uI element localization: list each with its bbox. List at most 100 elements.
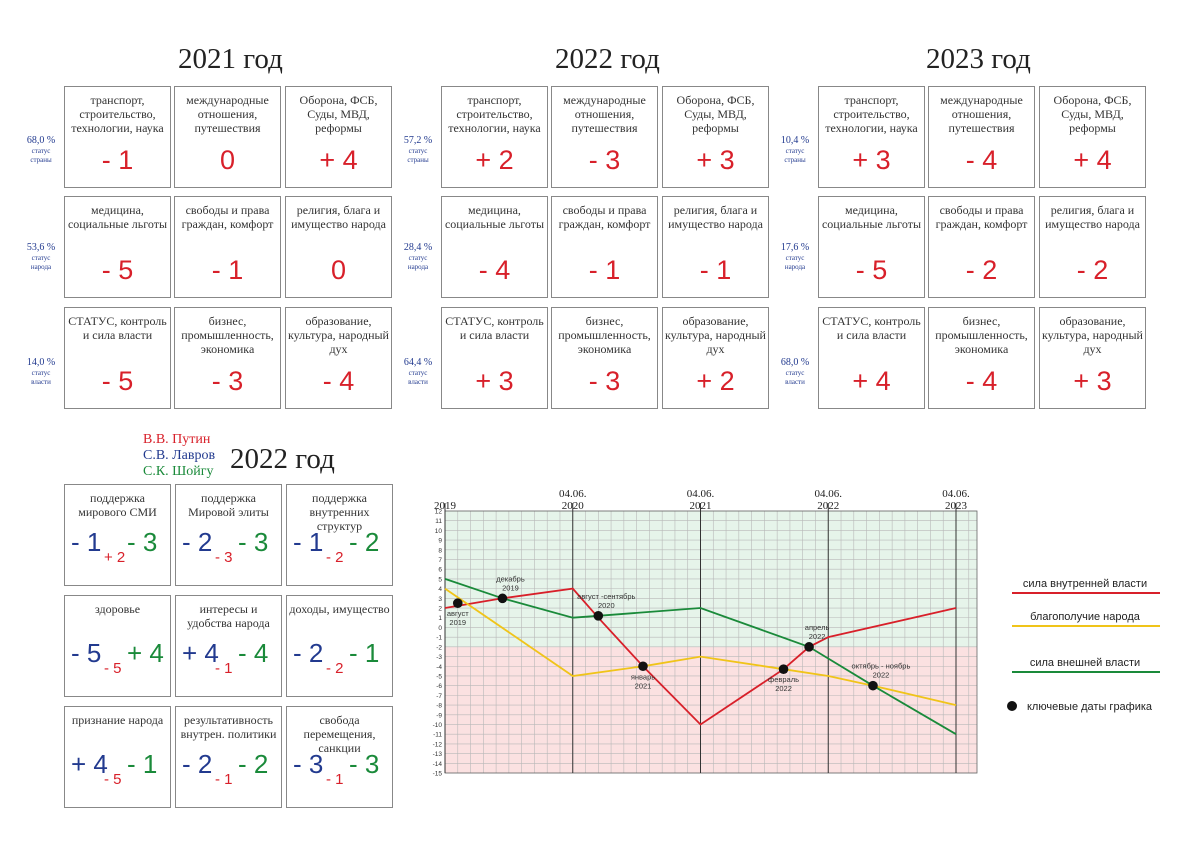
person-rating-cell: поддержка мирового СМИ - 1 + 2- 3 [64,484,171,586]
category-label: образование, культура, народный дух [1042,314,1143,356]
person-rating-v1: - 2 [182,749,213,779]
y-tick-label: -3 [436,654,442,661]
person-rating-cell: признание народа + 4- 5 - 1 [64,706,171,808]
year-title-2021: 2021 год [178,43,283,75]
category-label: свободы и права граждан, комфорт [181,203,274,231]
chart-bg-negative [445,646,977,773]
category-cell: медицина, социальные льготы - 5 [818,196,925,298]
year-title-2022: 2022 год [555,43,660,75]
y-tick-label: -6 [436,683,442,690]
category-value: + 3 [696,145,735,175]
key-date-marker [593,611,604,621]
category-value: - 2 [965,255,998,285]
y-tick-label: -11 [433,732,442,739]
x-axis-label: 2019 [434,500,457,512]
person-rating-values: - 2- 3- 3 [178,525,281,575]
person-rating-values: - 1- 2- 2 [289,525,392,575]
person-rating-cell: доходы, имущество - 2- 2 - 1 [286,595,393,697]
category-cell: Оборона, ФСБ, Суды, МВД, реформы + 4 [285,86,392,188]
person-rating-cell: поддержка внутренних структур - 1- 2- 2 [286,484,393,586]
category-cell: медицина, социальные льготы - 5 [64,196,171,298]
key-date-marker [804,642,814,652]
category-value: - 4 [965,366,998,396]
category-value: - 1 [211,255,244,285]
y-tick-label: 12 [435,509,443,516]
person-rating-values: - 2- 2 - 1 [289,636,392,686]
persons-year-title: 2022 год [230,443,335,475]
category-label: Оборона, ФСБ, Суды, МВД, реформы [676,93,755,135]
person-rating-label: свобода перемещения, санкции [303,713,376,755]
status-percent-value: 14,0 % [26,357,56,368]
series-line [444,587,957,706]
person-rating-label: интересы и удобства народа [187,602,270,630]
y-tick-label: 0 [438,625,442,632]
year-title-2023: 2023 год [926,43,1031,75]
status-percent: 28,4 % статус народа [398,242,438,272]
category-value: - 4 [478,255,511,285]
person-rating-v1: - 5 [71,638,102,668]
category-cell: образование, культура, народный дух + 3 [1039,307,1146,409]
key-date-marker [497,593,508,604]
key-date-label: 2022 [809,632,826,641]
category-value: - 2 [1076,255,1109,285]
category-value: + 2 [475,145,514,175]
category-label: образование, культура, народный дух [288,314,389,356]
category-cell: образование, культура, народный дух + 2 [662,307,769,409]
y-tick-label: 11 [435,518,442,525]
person-rating-cell: свобода перемещения, санкции - 3- 1- 3 [286,706,393,808]
status-percent: 57,2 % статус страны [398,135,438,165]
category-cell: религия, блага и имущество народа - 2 [1039,196,1146,298]
person-rating-v1: - 1 [71,527,102,557]
person-rating-v3: + 4 [127,638,164,668]
person-rating-v3: - 1 [349,638,380,668]
category-cell: международные отношения, путешествия 0 [174,86,281,188]
status-label-line1: статус [31,369,51,377]
status-percent-value: 68,0 % [26,135,56,146]
category-cell: СТАТУС, контроль и сила власти + 4 [818,307,925,409]
category-cell: СТАТУС, контроль и сила власти + 3 [441,307,548,409]
category-label: бизнес, промышленность, экономика [181,314,274,356]
person-rating-label: результативность внутрен. политики [180,713,277,741]
status-label-line1: статус [31,147,51,155]
person-rating-label: признание народа [71,713,164,727]
category-label: СТАТУС, контроль и сила власти [68,314,167,342]
status-percent-value: 17,6 % [780,242,810,253]
category-cell: транспорт, строительство, технологии, на… [64,86,171,188]
status-percent: 17,6 % статус народа [775,242,815,272]
status-label-line2: народа [784,263,806,271]
category-label: международные отношения, путешествия [186,93,269,135]
category-label: медицина, социальные льготы [821,203,922,231]
category-label: медицина, социальные льготы [67,203,168,231]
category-label: образование, культура, народный дух [665,314,766,356]
person-name-lavrov: С.В. Лавров [143,448,216,463]
y-tick-label: 4 [438,586,442,593]
category-label: Оборона, ФСБ, Суды, МВД, реформы [1053,93,1132,135]
status-label-line1: статус [785,369,805,377]
category-label: транспорт, строительство, технологии, на… [825,93,918,135]
category-label: медицина, социальные льготы [444,203,545,231]
person-rating-label: поддержка мирового СМИ [78,491,157,519]
category-value: + 4 [319,145,358,175]
y-tick-label: -1 [436,635,442,642]
person-rating-v2: - 3 [215,549,233,566]
person-rating-v3: - 3 [349,749,380,779]
y-tick-label: -8 [436,703,442,710]
category-value: - 5 [855,255,888,285]
legend-key-date-label: ключевые даты графика [1027,701,1153,713]
y-tick-label: 8 [438,547,442,554]
person-rating-v1: + 4 [71,749,108,779]
status-percent: 64,4 % статус власти [398,357,438,387]
status-label-line2: власти [408,378,428,386]
category-cell: бизнес, промышленность, экономика - 3 [174,307,281,409]
status-percent-value: 57,2 % [403,135,433,146]
category-label: транспорт, строительство, технологии, на… [448,93,541,135]
status-label-line2: страны [30,156,52,164]
status-percent: 14,0 % статус власти [21,357,61,387]
person-name-putin: В.В. Путин [143,432,211,447]
person-rating-v1: - 2 [293,638,324,668]
y-tick-label: -2 [436,644,442,651]
person-rating-v2: - 5 [104,660,122,677]
category-cell: свободы и права граждан, комфорт - 1 [174,196,281,298]
status-label-line2: народа [30,263,52,271]
